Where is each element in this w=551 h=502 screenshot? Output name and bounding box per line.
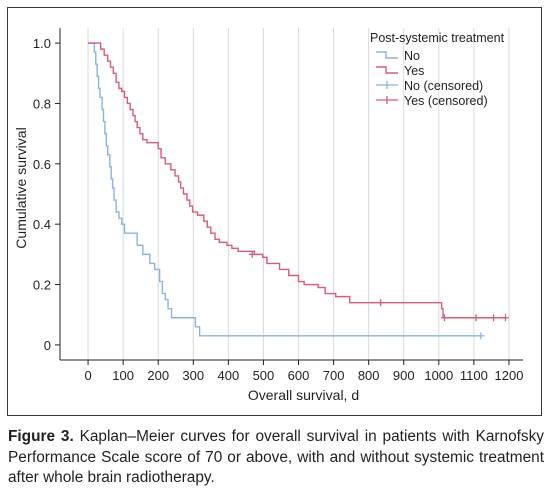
- x-tick-label: 500: [253, 368, 275, 383]
- y-tick-label: 0.8: [33, 96, 51, 111]
- figure-label: Figure 3.: [8, 428, 74, 445]
- x-tick-label: 0: [84, 368, 91, 383]
- x-tick-label: 300: [182, 368, 204, 383]
- figure-frame: 0 100 200 300 400 500 600 700 800 900 1000 1100 1200…: [7, 7, 542, 416]
- legend-item: No (censored): [376, 79, 483, 93]
- y-tick-label: 1.0: [33, 36, 51, 51]
- figure-caption: Figure 3. Kaplan–Meier curves for overal…: [8, 427, 544, 489]
- x-tick-label: 600: [288, 368, 310, 383]
- x-tick-label: 700: [323, 368, 345, 383]
- legend-item: Yes: [376, 64, 424, 78]
- legend-item: No: [376, 49, 420, 63]
- legend-line-swatch: [376, 66, 398, 74]
- legend-label: No (censored): [404, 79, 483, 93]
- x-tick-label: 900: [393, 368, 415, 383]
- legend-item: Yes (censored): [376, 94, 488, 108]
- legend-title: Post-systemic treatment: [370, 31, 505, 45]
- y-tick-label: 0.2: [33, 278, 51, 293]
- x-axis-title: Overall survival, d: [248, 387, 359, 403]
- y-tick-label: 0.4: [33, 217, 51, 232]
- legend-label: Yes: [404, 64, 424, 78]
- y-axis-title: Cumulative survival: [13, 127, 29, 248]
- series-line-yes: [88, 42, 506, 319]
- x-tick-label: 400: [218, 368, 240, 383]
- series-line-no: [88, 42, 481, 337]
- x-tick-label: 1200: [495, 368, 524, 383]
- x-tick-label: 800: [358, 368, 380, 383]
- caption-text: Kaplan–Meier curves for overall survival…: [8, 428, 544, 486]
- km-chart: 0 100 200 300 400 500 600 700 800 900 1000 1100 1200…: [13, 28, 524, 403]
- y-tick-label: 0.6: [33, 157, 51, 172]
- y-tick-label: 0: [44, 338, 51, 353]
- x-tick-label: 1000: [424, 368, 453, 383]
- x-tick-label: 200: [147, 368, 169, 383]
- legend-label: No: [404, 49, 420, 63]
- x-tick-label: 1100: [460, 368, 488, 383]
- legend-line-swatch: [376, 51, 398, 59]
- plot-area: [60, 28, 523, 360]
- legend-label: Yes (censored): [404, 94, 488, 108]
- x-tick-label: 100: [112, 368, 134, 383]
